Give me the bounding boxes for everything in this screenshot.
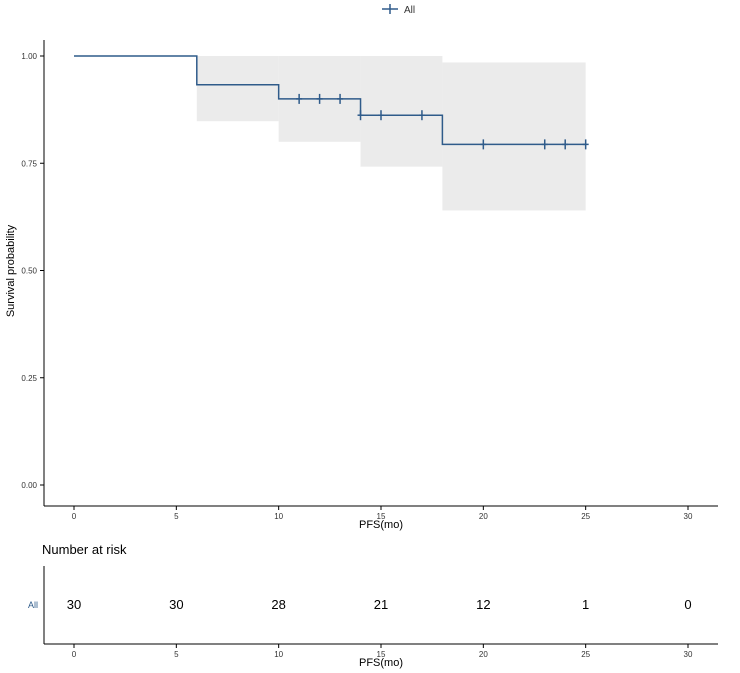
ci-band-segment-1	[196, 56, 279, 122]
risk-x-tick-label: 30	[684, 650, 693, 659]
x-tick-label: 0	[72, 512, 77, 521]
risk-x-tick-label: 0	[72, 650, 77, 659]
risk-x-tick-label: 20	[479, 650, 488, 659]
censor-mark-5	[418, 110, 425, 121]
censor-mark-7	[541, 139, 548, 150]
risk-x-tick-label: 5	[174, 650, 179, 659]
risk-x-tick-label: 15	[377, 650, 386, 659]
y-tick-label: 0.75	[21, 159, 37, 168]
risk-counts: 30 30 28 21 12 1 0	[67, 597, 692, 612]
x-tick-label: 5	[174, 512, 179, 521]
censor-marks	[296, 93, 589, 150]
legend[interactable]: All	[382, 4, 415, 16]
y-axis-label: Survival probability	[5, 224, 17, 317]
censor-mark-8	[562, 139, 569, 150]
censor-mark-1	[316, 93, 323, 104]
risk-count-cell: 30	[169, 597, 183, 612]
risk-count-cell: 0	[684, 597, 691, 612]
y-tick-label: 1.00	[21, 52, 37, 61]
risk-x-axis-ticks: 0 5 10 15 20 25 30	[72, 644, 693, 659]
ci-band-segment-3	[360, 56, 443, 167]
censor-mark-2	[337, 93, 344, 104]
risk-table-title: Number at risk	[42, 542, 127, 557]
x-tick-label: 10	[274, 512, 283, 521]
x-tick-label: 15	[377, 512, 386, 521]
risk-count-cell: 30	[67, 597, 81, 612]
risk-x-tick-label: 25	[581, 650, 590, 659]
x-axis-label: PFS(mo)	[359, 519, 403, 531]
risk-x-axis-label: PFS(mo)	[359, 657, 403, 669]
risk-count-cell: 1	[582, 597, 589, 612]
risk-row-label: All	[28, 600, 38, 610]
confidence-band	[196, 56, 586, 211]
x-tick-label: 20	[479, 512, 488, 521]
y-axis-ticks: 0.00 0.25 0.50 0.75 1.00	[21, 52, 44, 490]
risk-x-tick-label: 10	[274, 650, 283, 659]
risk-count-cell: 21	[374, 597, 388, 612]
censor-mark-6	[480, 139, 487, 150]
censor-mark-9	[582, 139, 589, 150]
censor-mark-3	[357, 110, 364, 121]
x-tick-label: 30	[684, 512, 693, 521]
risk-count-cell: 28	[271, 597, 285, 612]
x-tick-label: 25	[581, 512, 590, 521]
y-tick-label: 0.00	[21, 481, 37, 490]
ci-band-segment-4	[442, 62, 586, 211]
y-tick-label: 0.25	[21, 374, 37, 383]
censor-mark-0	[296, 93, 303, 104]
risk-count-cell: 12	[476, 597, 490, 612]
x-axis-ticks: 0 5 10 15 20 25 30	[72, 506, 693, 521]
censor-mark-4	[378, 110, 384, 121]
legend-label: All	[404, 5, 415, 16]
y-tick-label: 0.50	[21, 267, 37, 276]
